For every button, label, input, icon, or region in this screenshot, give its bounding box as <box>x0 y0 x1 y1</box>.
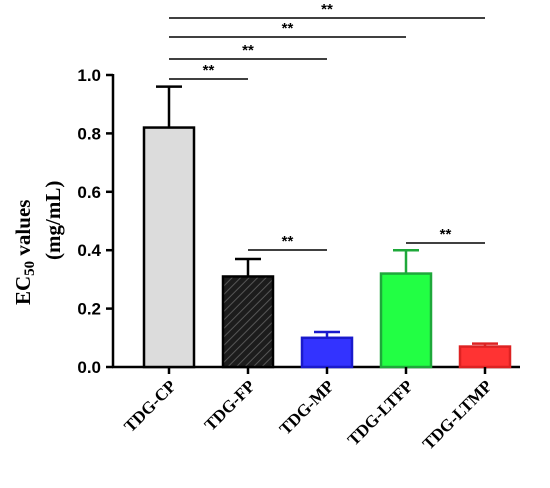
significance-label: ** <box>440 226 452 243</box>
significance-label: ** <box>321 1 333 18</box>
x-tick-label: TDG-LTFP <box>344 376 417 449</box>
y-label-suffix: values <box>11 200 35 261</box>
y-tick-label: 0.8 <box>77 124 101 143</box>
y-axis-units: (mg/mL) <box>41 181 65 260</box>
x-tick-label: TDG-CP <box>120 376 180 436</box>
y-label-main: EC <box>11 276 35 305</box>
y-label-subscript: 50 <box>22 261 38 276</box>
bar-tdg-fp <box>221 275 275 369</box>
significance-label: ** <box>282 233 294 250</box>
bar-tdg-ltfp <box>379 272 433 369</box>
significance-label: ** <box>203 62 215 79</box>
y-tick-label: 0.2 <box>77 300 101 319</box>
x-tick-label: TDG-FP <box>201 376 259 434</box>
bar-tdg-mp <box>300 336 354 369</box>
significance-label: ** <box>282 20 294 37</box>
bar-tdg-cp <box>142 126 196 369</box>
y-tick-label: 0.0 <box>77 358 101 377</box>
y-tick-label: 1.0 <box>77 66 101 85</box>
bar-tdg-ltmp <box>458 345 512 369</box>
significance-label: ** <box>242 42 254 59</box>
x-tick-label: TDG-LTMP <box>419 376 496 453</box>
y-tick-label: 0.4 <box>77 241 101 260</box>
y-axis-label: EC50 values <box>11 200 38 305</box>
x-tick-label: TDG-MP <box>276 376 338 438</box>
y-tick-label: 0.6 <box>77 183 101 202</box>
